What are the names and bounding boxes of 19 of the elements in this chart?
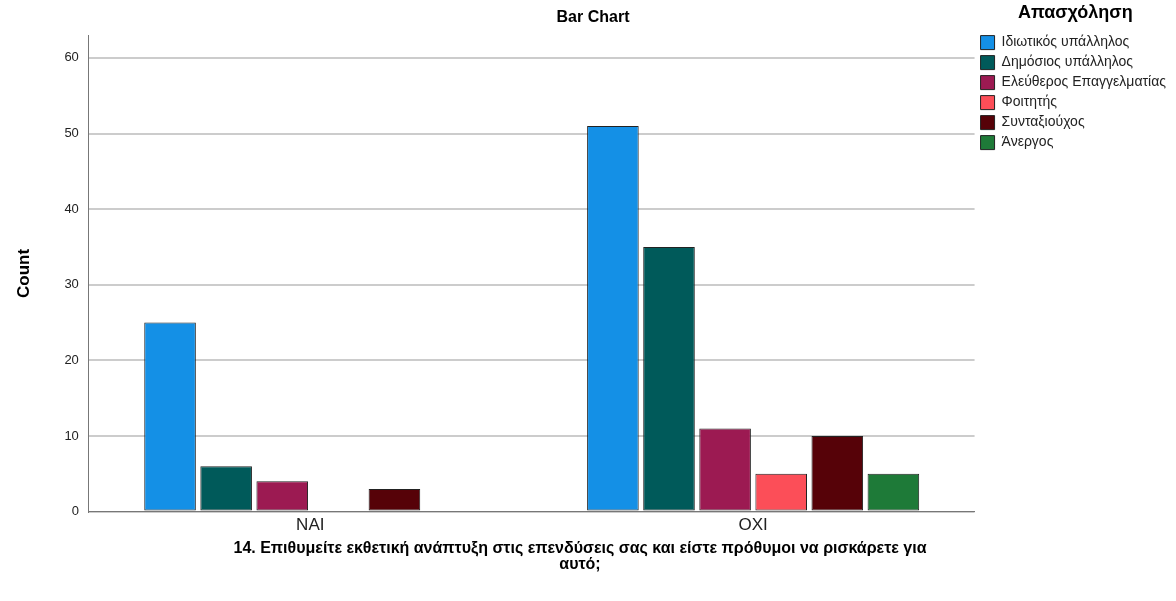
x-axis-title: 14. Επιθυμείτε εκθετική ανάπτυξη στις επενδύσεις σας και είστε πρόθυμοι να ρισκάρετε για αυτό; xyxy=(232,539,928,572)
y-axis-title: Count xyxy=(13,248,33,298)
legend-label: Ελεύθερος Επαγγελματίας xyxy=(1001,73,1167,90)
legend-title: Απασχόληση xyxy=(1017,1,1133,22)
y-tick-label: 10 xyxy=(64,427,79,443)
y-tick-label: 40 xyxy=(64,200,79,216)
y-tick-label: 60 xyxy=(64,49,79,65)
y-tick-label: 20 xyxy=(64,351,79,367)
y-tick-label: 30 xyxy=(64,276,79,292)
chart-title: Bar Chart xyxy=(556,8,631,26)
legend-label: Δημόσιος υπάλληλος xyxy=(1001,53,1134,70)
legend-label: Ιδιωτικός υπάλληλος xyxy=(1001,33,1130,50)
x-tick-label: NAI xyxy=(296,515,325,535)
y-tick-label: 50 xyxy=(64,125,79,141)
legend-label: Άνεργος xyxy=(1001,133,1054,150)
legend-label: Φοιτητής xyxy=(1001,93,1058,110)
y-tick-label: 0 xyxy=(71,503,79,519)
legend-label: Συνταξιούχος xyxy=(1001,113,1085,130)
x-tick-label: OXI xyxy=(738,515,768,535)
